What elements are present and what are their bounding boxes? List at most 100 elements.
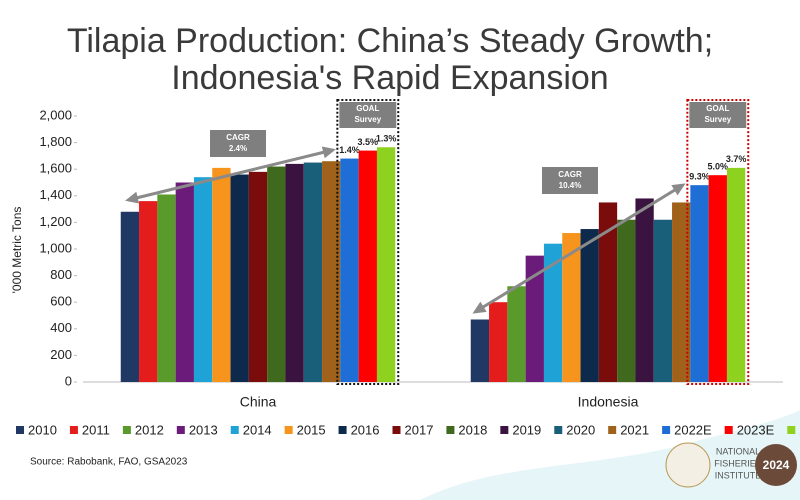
bar <box>598 202 618 382</box>
legend-swatch <box>500 426 509 434</box>
goal-text: GOAL <box>706 104 729 113</box>
bar <box>340 158 359 382</box>
bar <box>617 219 636 382</box>
legend-label: 2017 <box>405 422 434 437</box>
bar <box>175 182 194 382</box>
bar <box>285 163 304 382</box>
goal-box <box>339 102 397 128</box>
growth-label: 3.5% <box>358 137 379 147</box>
legend-label: 2018 <box>458 422 487 437</box>
y-tick-label: 400 <box>50 320 72 335</box>
growth-label: 1.4% <box>339 145 360 155</box>
bar <box>726 167 746 382</box>
arrow-head <box>472 301 487 314</box>
legend-swatch <box>724 426 733 434</box>
bar <box>120 211 140 382</box>
badge-text: 2024 <box>763 458 790 472</box>
cagr-arrow <box>127 148 334 202</box>
bar <box>635 198 654 382</box>
y-tick-label: 1,800 <box>39 134 72 149</box>
growth-label: 1.3% <box>376 134 397 144</box>
legend-swatch <box>392 426 401 434</box>
bar <box>248 171 268 382</box>
cagr-arrow <box>474 183 684 314</box>
logo-text: NATIONAL <box>716 446 760 456</box>
badge <box>755 444 797 486</box>
y-tick-label: 800 <box>50 267 72 282</box>
legend-swatch <box>662 426 671 434</box>
y-axis-label: '000 Metric Tons <box>10 207 24 294</box>
legend-swatch <box>230 426 239 434</box>
bar <box>193 177 213 382</box>
bar <box>267 166 286 382</box>
legend-swatch <box>16 426 24 434</box>
goal-box <box>689 102 747 128</box>
y-tick-label: 1,200 <box>39 214 72 229</box>
cagr-text: CAGR <box>226 133 250 142</box>
legend-label: 2016 <box>351 422 380 437</box>
bar <box>543 243 563 382</box>
legend-label: 2010 <box>28 422 57 437</box>
chart-title: Tilapia Production: China’s Steady Growt… <box>67 22 713 60</box>
bar <box>157 194 176 382</box>
bar <box>672 202 691 382</box>
legend-swatch <box>284 426 293 434</box>
arrow-head <box>671 183 686 196</box>
legend-swatch <box>787 426 796 434</box>
bar <box>212 167 231 382</box>
bar <box>580 229 599 382</box>
legend-label: 2014 <box>243 422 272 437</box>
legend-swatch <box>554 426 563 434</box>
logo-text: FISHERIES <box>714 458 762 468</box>
legend-swatch <box>176 426 185 434</box>
cagr-box <box>542 167 598 194</box>
y-tick-label: 1,000 <box>39 240 72 255</box>
bar <box>139 201 158 382</box>
bar <box>376 147 396 382</box>
logo-icon <box>665 442 711 488</box>
legend-swatch <box>338 426 347 434</box>
legend-label: 2022E <box>674 422 712 437</box>
arrow-head <box>321 146 336 159</box>
legend-swatch <box>69 426 78 434</box>
goal-text: GOAL <box>356 104 379 113</box>
bar <box>322 161 341 382</box>
legend-label: 2023E <box>737 422 775 437</box>
y-tick-label: 200 <box>50 347 72 362</box>
bar <box>525 255 544 382</box>
goal-text: Survey <box>704 115 731 124</box>
legend-label: 2021 <box>620 422 649 437</box>
legend-label: 2015 <box>297 422 326 437</box>
goal-text: Survey <box>354 115 381 124</box>
y-tick-label: 600 <box>50 294 72 309</box>
cagr-text: 10.4% <box>559 181 582 190</box>
x-tick-label: Indonesia <box>578 394 639 410</box>
growth-label: 5.0% <box>708 162 729 172</box>
arrow-head <box>125 191 140 204</box>
legend-label: 2013 <box>189 422 218 437</box>
bar <box>489 302 508 382</box>
bar <box>653 219 673 382</box>
cagr-box <box>210 130 266 157</box>
legend-swatch <box>608 426 617 434</box>
bar <box>230 174 249 382</box>
y-tick-label: 1,600 <box>39 161 72 176</box>
y-tick-label: 0 <box>65 373 72 388</box>
y-tick-label: 1,400 <box>39 187 72 202</box>
legend-label: 2012 <box>135 422 164 437</box>
bar <box>358 150 377 382</box>
legend-swatch <box>122 426 131 434</box>
legend-label: 2020 <box>566 422 595 437</box>
source: Source: Rabobank, FAO, GSA2023 <box>30 457 188 468</box>
cagr-text: 2.4% <box>229 144 247 153</box>
x-tick-label: China <box>240 394 277 410</box>
growth-label: 9.3% <box>689 172 710 182</box>
legend-label: 2019 <box>512 422 541 437</box>
bar <box>470 319 490 382</box>
bar <box>303 162 323 382</box>
logo-text: INSTITUTE <box>715 470 762 480</box>
bar <box>507 286 526 382</box>
cagr-text: CAGR <box>558 170 582 179</box>
